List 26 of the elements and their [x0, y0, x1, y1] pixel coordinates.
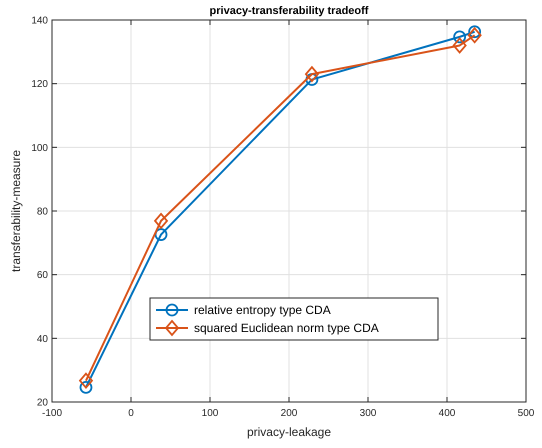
point [154, 212, 168, 229]
x-tick-label: 200 [280, 408, 298, 419]
y-tick-label: 100 [31, 142, 48, 154]
legend-label: relative entropy type CDA [194, 303, 331, 317]
x-tick-label: 100 [202, 408, 219, 419]
x-tick-label: 400 [438, 408, 456, 419]
point [468, 27, 482, 44]
y-tick-label: 80 [36, 206, 48, 218]
point [79, 372, 93, 389]
x-tick-label: -100 [42, 408, 62, 419]
y-tick-label: 120 [31, 79, 48, 90]
point [452, 38, 467, 54]
x-tick-label: 0 [128, 408, 134, 419]
x-tick-label: 300 [360, 408, 377, 419]
y-tick-label: 40 [36, 334, 48, 345]
x-axis-title: privacy-leakage [246, 425, 332, 439]
y-axis-title: transferability-measure [9, 150, 23, 272]
y-tick-label: 20 [36, 398, 48, 408]
chart-title: privacy-transferability tradeoff [210, 5, 369, 17]
x-tick-label: 500 [518, 408, 535, 419]
legend-label: squared Euclidean norm type CDA [194, 321, 379, 335]
point [154, 228, 168, 241]
point [305, 66, 319, 82]
y-tick-label: 140 [31, 16, 48, 26]
y-tick-label: 60 [36, 270, 48, 282]
point [453, 30, 466, 44]
